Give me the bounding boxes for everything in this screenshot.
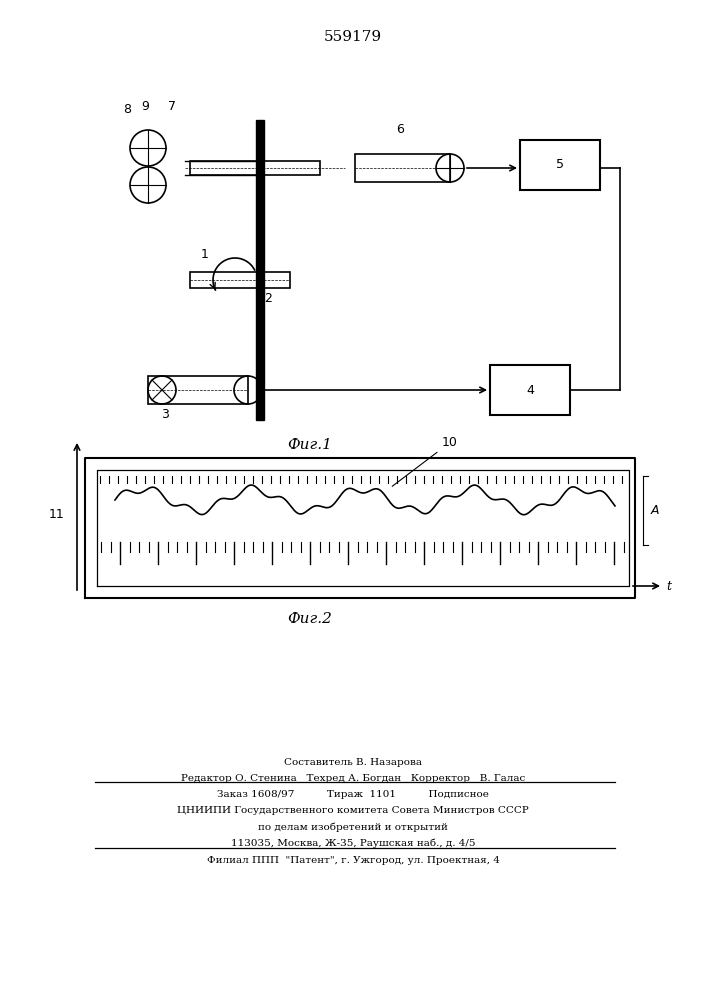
Bar [520, 140, 600, 190]
Text: Заказ 1608/97          Тираж  1101          Подписное: Заказ 1608/97 Тираж 1101 Подписное [217, 790, 489, 799]
Text: 2: 2 [264, 292, 272, 305]
Bar [190, 272, 290, 288]
Text: Фиг.2: Фиг.2 [288, 612, 332, 626]
Text: 7: 7 [168, 100, 176, 113]
Text: Редактор О. Стенина   Техред А. Богдан   Корректор   В. Галас: Редактор О. Стенина Техред А. Богдан Кор… [181, 774, 525, 783]
Text: по делам изобретений и открытий: по делам изобретений и открытий [258, 822, 448, 832]
Text: 3: 3 [161, 408, 169, 421]
Text: 11: 11 [49, 508, 65, 521]
Text: 113035, Москва, Ж-35, Раушская наб., д. 4/5: 113035, Москва, Ж-35, Раушская наб., д. … [230, 838, 475, 848]
Text: Филиал ППП  "Патент", г. Ужгород, ул. Проектная, 4: Филиал ППП "Патент", г. Ужгород, ул. Про… [206, 856, 499, 865]
Text: 1: 1 [201, 248, 209, 261]
Text: 6: 6 [396, 123, 404, 136]
Text: 9: 9 [141, 100, 149, 113]
Text: 5: 5 [556, 158, 564, 172]
Bar [256, 120, 264, 420]
Bar [355, 154, 450, 182]
Text: A: A [651, 504, 660, 517]
Bar [148, 376, 248, 404]
Text: 559179: 559179 [324, 30, 382, 44]
Bar [490, 365, 570, 415]
Text: 8: 8 [123, 103, 131, 116]
Text: Фиг.1: Фиг.1 [288, 438, 332, 452]
Text: ЦНИИПИ Государственного комитета Совета Министров СССР: ЦНИИПИ Государственного комитета Совета … [177, 806, 529, 815]
Bar [190, 161, 320, 175]
Text: 4: 4 [526, 383, 534, 396]
Text: Составитель В. Назарова: Составитель В. Назарова [284, 758, 422, 767]
Text: 10: 10 [392, 436, 458, 486]
Text: t: t [666, 580, 671, 592]
